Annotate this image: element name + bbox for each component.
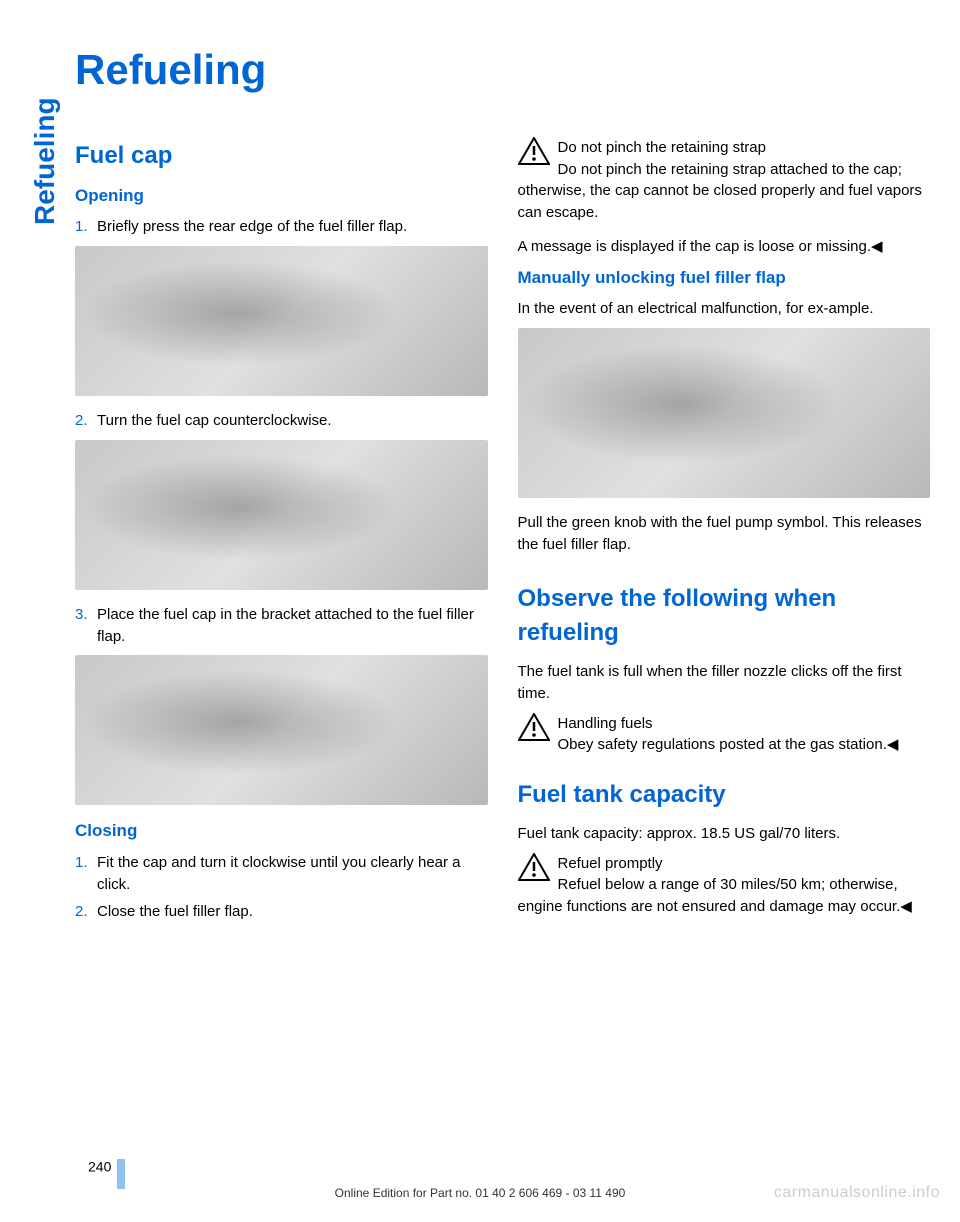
watermark: carmanualsonline.info — [774, 1181, 940, 1204]
step-text: Turn the fuel cap counterclockwise. — [97, 410, 488, 432]
paragraph: Fuel tank capacity: approx. 18.5 US gal/… — [518, 823, 931, 845]
warning-body: Obey safety regulations posted at the ga… — [558, 736, 899, 753]
warning-title: Do not pinch the retaining strap — [518, 137, 931, 159]
step-number: 1. — [75, 852, 97, 896]
step-number: 1. — [75, 216, 97, 238]
warning-handling-fuels: Handling fuels Obey safety regulations p… — [518, 713, 931, 757]
heading-observe: Observe the following when refueling — [518, 582, 931, 652]
list-item: 2. Close the fuel filler flap. — [75, 901, 488, 923]
warning-footnote: A message is displayed if the cap is loo… — [518, 236, 931, 258]
warning-body: Do not pinch the retaining strap attache… — [518, 161, 922, 222]
warning-pinch-strap: Do not pinch the retaining strap Do not … — [518, 137, 931, 224]
warning-title: Refuel promptly — [518, 853, 931, 875]
heading-manual-unlock: Manually unlocking fuel filler flap — [518, 266, 931, 291]
paragraph: The fuel tank is full when the filler no… — [518, 661, 931, 705]
heading-capacity: Fuel tank capacity — [518, 778, 931, 813]
warning-icon — [518, 713, 550, 741]
page-title: Refueling — [75, 40, 930, 101]
column-right: Do not pinch the retaining strap Do not … — [518, 131, 931, 930]
list-item: 3. Place the fuel cap in the bracket att… — [75, 604, 488, 648]
warning-body: Refuel below a range of 30 miles/50 km; … — [518, 876, 912, 915]
column-left: Fuel cap Opening 1. Briefly press the re… — [75, 131, 488, 930]
warning-title: Handling fuels — [518, 713, 931, 735]
warning-icon — [518, 137, 550, 165]
heading-opening: Opening — [75, 184, 488, 209]
figure-fuel-cap-bracket — [75, 655, 488, 805]
figure-fuel-flap-press — [75, 246, 488, 396]
step-number: 3. — [75, 604, 97, 648]
page-number: 240 — [88, 1147, 125, 1177]
step-number: 2. — [75, 410, 97, 432]
step-text: Place the fuel cap in the bracket attach… — [97, 604, 488, 648]
paragraph: Pull the green knob with the fuel pump s… — [518, 512, 931, 556]
step-text: Briefly press the rear edge of the fuel … — [97, 216, 488, 238]
list-item: 1. Briefly press the rear edge of the fu… — [75, 216, 488, 238]
warning-refuel-promptly: Refuel promptly Refuel below a range of … — [518, 853, 931, 918]
warning-icon — [518, 853, 550, 881]
sidebar-section-label: Refueling — [25, 97, 66, 225]
list-item: 1. Fit the cap and turn it clockwise unt… — [75, 852, 488, 896]
step-number: 2. — [75, 901, 97, 923]
paragraph: In the event of an electrical malfunctio… — [518, 298, 931, 320]
figure-manual-unlock — [518, 328, 931, 498]
step-text: Close the fuel filler flap. — [97, 901, 488, 923]
page-number-value: 240 — [88, 1159, 111, 1175]
list-item: 2. Turn the fuel cap counterclockwise. — [75, 410, 488, 432]
heading-closing: Closing — [75, 819, 488, 844]
content-columns: Fuel cap Opening 1. Briefly press the re… — [75, 131, 930, 930]
step-text: Fit the cap and turn it clockwise until … — [97, 852, 488, 896]
heading-fuel-cap: Fuel cap — [75, 139, 488, 174]
figure-fuel-cap-turn — [75, 440, 488, 590]
